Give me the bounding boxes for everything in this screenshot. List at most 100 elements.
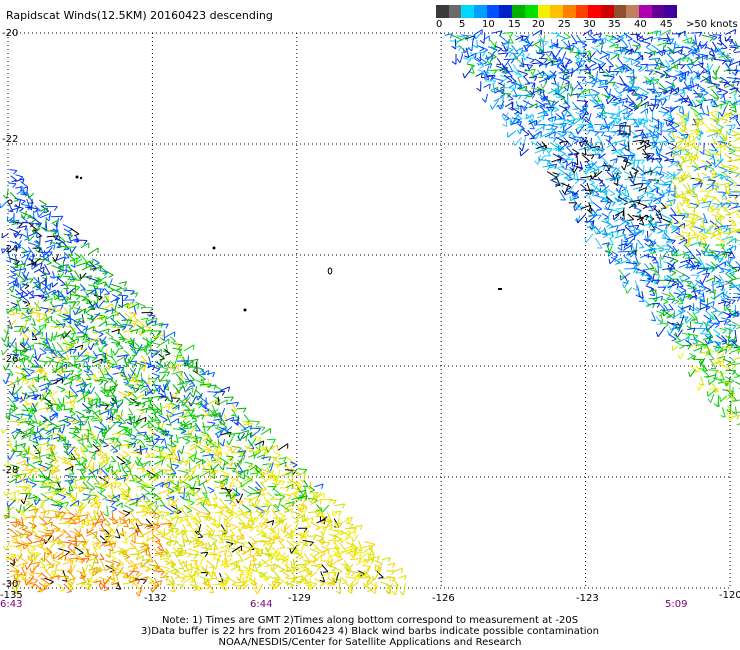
barb-shaft [40, 398, 51, 402]
barb-shaft [23, 392, 27, 401]
barb-shaft [148, 349, 160, 352]
barb-flag [2, 365, 6, 371]
wind-barb [299, 474, 305, 483]
barb-shaft [129, 303, 139, 309]
barb-shaft [112, 432, 122, 435]
barb-flag [94, 289, 97, 295]
barb-shaft [212, 395, 221, 401]
wind-barb [145, 348, 153, 356]
barb-flag [127, 378, 131, 384]
barb-shaft [214, 390, 225, 393]
barb-flag [45, 286, 51, 291]
barb-shaft [165, 395, 174, 405]
wind-barb [195, 400, 203, 406]
barb-shaft [164, 454, 174, 458]
barb-shaft [160, 338, 170, 345]
wind-barb [128, 360, 138, 366]
legend-labels: 0 5 10 15 20 25 30 35 40 45 >50 knots [436, 19, 738, 33]
wind-barb [32, 300, 40, 312]
barb-shaft [81, 378, 87, 386]
wind-barb [98, 328, 110, 334]
barb-shaft [26, 376, 39, 381]
legend-swatch [461, 5, 475, 18]
wind-barb [118, 281, 127, 287]
wind-barb [92, 350, 98, 359]
barb-shaft [20, 191, 28, 194]
barb-shaft [34, 205, 41, 211]
barb-shaft [62, 397, 65, 406]
wind-barb [153, 395, 161, 401]
barb-shaft [10, 302, 18, 306]
barb-flag [103, 369, 106, 375]
barb-shaft [38, 295, 48, 299]
wind-barb [63, 391, 74, 397]
wind-barb [27, 193, 35, 199]
barb-flag [164, 362, 167, 368]
wind-barb [70, 227, 80, 237]
barb-flag [179, 478, 182, 484]
wind-barb [260, 505, 271, 511]
barb-flag [102, 315, 105, 322]
wind-barb [188, 396, 197, 407]
wind-barb [218, 399, 228, 405]
barb-flag [183, 362, 188, 367]
barb-shaft [45, 332, 48, 345]
barb-shaft [68, 275, 77, 280]
legend-swatch [499, 5, 513, 18]
barb-flag [1, 337, 5, 343]
barb-flag [107, 328, 110, 334]
barb-shaft [116, 366, 124, 369]
barb-shaft [81, 275, 92, 278]
barb-flag [72, 400, 76, 406]
barb-flag [145, 320, 148, 326]
wind-barb [65, 486, 71, 496]
barb-flag [122, 395, 128, 399]
barb-shaft [182, 509, 189, 517]
wind-barb [127, 390, 136, 397]
barb-shaft [86, 367, 94, 375]
barb-flag [91, 357, 97, 362]
wind-barb [15, 174, 24, 181]
barb-flag [227, 462, 232, 467]
barb-flag [156, 344, 161, 349]
wind-barb [66, 290, 72, 300]
barb-shaft [94, 288, 105, 290]
legend-color-bar [436, 5, 736, 18]
wind-barb [98, 320, 107, 327]
barb-shaft [19, 288, 29, 296]
barb-flag [1, 248, 4, 254]
barb-shaft [112, 421, 122, 424]
barb-shaft [308, 491, 319, 494]
barb-shaft [32, 276, 39, 283]
wind-barb [152, 366, 161, 373]
barb-flag [42, 394, 45, 400]
barb-flag [16, 498, 21, 504]
barb-flag [261, 480, 267, 484]
wind-barb [66, 287, 75, 295]
barb-shaft [129, 433, 137, 438]
barb-shaft [91, 432, 98, 440]
barb-shaft [56, 385, 66, 390]
barb-flag [227, 386, 231, 392]
barb-flag [139, 325, 145, 328]
wind-barb [189, 379, 196, 387]
barb-flag [93, 374, 96, 380]
barb-flag [151, 315, 156, 320]
barb-flag [8, 210, 14, 213]
barb-shaft [110, 455, 117, 462]
barb-shaft [106, 505, 109, 517]
barb-shaft [46, 307, 56, 312]
barb-flag [35, 250, 41, 254]
wind-barb [122, 450, 130, 458]
barb-shaft [57, 331, 66, 338]
barb-shaft [44, 218, 47, 231]
barb-shaft [117, 452, 126, 458]
barb-shaft [92, 350, 98, 359]
barb-flag [115, 403, 119, 409]
barb-shaft [69, 324, 77, 335]
wind-barb [260, 475, 267, 484]
barb-flag [200, 378, 206, 382]
barb-flag [40, 289, 45, 294]
barb-shaft [81, 264, 92, 271]
barb-shaft [74, 258, 83, 265]
